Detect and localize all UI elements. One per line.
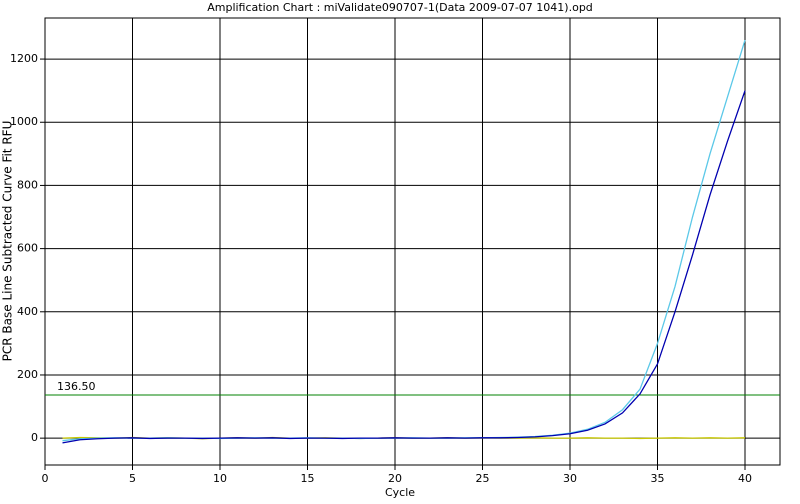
threshold-label: 136.50 xyxy=(57,380,96,393)
y-tick-label: 600 xyxy=(17,242,38,255)
x-tick-label: 10 xyxy=(213,472,227,485)
x-tick-label: 35 xyxy=(651,472,665,485)
x-tick-label: 25 xyxy=(476,472,490,485)
y-tick-label: 800 xyxy=(17,178,38,191)
y-tick-label: 200 xyxy=(17,368,38,381)
plot-area xyxy=(44,17,781,466)
y-tick-label: 1000 xyxy=(10,115,38,128)
x-tick-label: 5 xyxy=(129,472,136,485)
y-tick-label: 1200 xyxy=(10,52,38,65)
x-axis-label: Cycle xyxy=(385,486,415,499)
x-tick-label: 0 xyxy=(42,472,49,485)
y-tick-label: 0 xyxy=(31,431,38,444)
y-tick-label: 400 xyxy=(17,305,38,318)
x-tick-label: 40 xyxy=(738,472,752,485)
chart-title: Amplification Chart : miValidate090707-1… xyxy=(207,1,593,14)
x-tick-label: 15 xyxy=(301,472,315,485)
y-axis-label: PCR Base Line Subtracted Curve Fit RFU xyxy=(1,121,15,362)
series-line xyxy=(62,90,746,444)
x-tick-label: 20 xyxy=(388,472,402,485)
x-tick-label: 30 xyxy=(563,472,577,485)
